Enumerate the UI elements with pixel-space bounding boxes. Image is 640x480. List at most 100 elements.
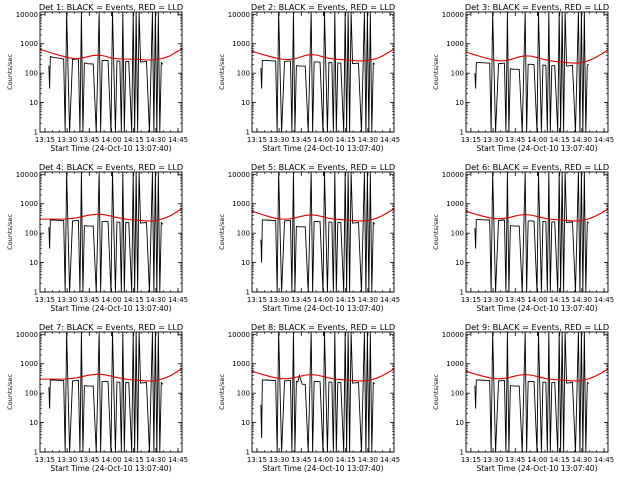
y-tick-label: 10 [29, 99, 38, 107]
y-tick-label: 10000 [228, 11, 250, 19]
x-axis-label: Start Time (24-Oct-10 13:07:40) [50, 304, 171, 313]
lld-series-line [252, 368, 394, 382]
plot-frame [465, 11, 609, 133]
x-tick-label: 13:45 [79, 456, 99, 464]
x-tick-label: 14:15 [336, 456, 356, 464]
x-tick-label: 13:45 [79, 136, 99, 144]
y-tick-label: 10 [241, 99, 250, 107]
x-tick-label: 13:30 [483, 456, 503, 464]
x-tick-label: 13:15 [461, 456, 481, 464]
x-tick-label: 14:15 [336, 296, 356, 304]
x-tick-label: 14:15 [336, 136, 356, 144]
y-tick-label: 1000 [20, 40, 38, 48]
x-tick-label: 13:45 [505, 296, 525, 304]
x-axis-label: Start Time (24-Oct-10 13:07:40) [50, 144, 171, 153]
y-tick-label: 1 [460, 129, 464, 137]
y-axis-label: Counts/sec [6, 374, 14, 410]
lld-series-line [466, 49, 608, 64]
x-tick-label: 14:45 [594, 136, 614, 144]
y-tick-label: 10000 [442, 171, 464, 179]
events-series-line [260, 172, 376, 292]
lld-series-line [252, 208, 394, 222]
x-tick-label: 14:15 [550, 296, 570, 304]
y-tick-label: 1000 [232, 200, 250, 208]
y-tick-label: 1000 [446, 40, 464, 48]
y-tick-label: 10 [455, 99, 464, 107]
panel-det-2: Det 2: BLACK = Events, RED = LLD 1 10 100 10… [218, 2, 400, 153]
lld-series-line [252, 48, 394, 62]
lld-series-line [40, 207, 182, 222]
y-tick-label: 1 [34, 449, 38, 457]
y-tick-label: 10 [455, 419, 464, 427]
x-tick-label: 14:30 [358, 136, 378, 144]
y-tick-label: 100 [451, 70, 464, 78]
y-tick-label: 100 [25, 390, 38, 398]
x-tick-label: 13:30 [57, 456, 77, 464]
panel-title: Det 4: BLACK = Events, RED = LLD [39, 162, 183, 172]
x-tick-label: 13:15 [247, 296, 267, 304]
x-tick-label: 14:45 [168, 456, 188, 464]
panel-det-5: Det 5: BLACK = Events, RED = LLD 1 10 100 10… [218, 162, 400, 313]
x-tick-label: 14:00 [313, 296, 333, 304]
plot-frame [251, 11, 395, 133]
x-tick-label: 13:15 [35, 456, 55, 464]
panel-title: Det 1: BLACK = Events, RED = LLD [39, 2, 183, 12]
x-tick-label: 13:15 [247, 456, 267, 464]
x-tick-label: 13:30 [483, 136, 503, 144]
events-series-line [474, 332, 590, 452]
lld-series-line [40, 367, 182, 382]
panel-title: Det 2: BLACK = Events, RED = LLD [251, 2, 395, 12]
x-tick-label: 14:30 [572, 136, 592, 144]
y-tick-label: 10 [241, 419, 250, 427]
x-tick-label: 13:45 [505, 456, 525, 464]
y-tick-label: 10000 [442, 331, 464, 339]
y-axis-label: Counts/sec [432, 374, 440, 410]
x-axis-label: Start Time (24-Oct-10 13:07:40) [262, 464, 383, 473]
y-axis-label: Counts/sec [218, 214, 226, 250]
y-axis-label: Counts/sec [218, 54, 226, 90]
y-axis-label: Counts/sec [6, 54, 14, 90]
x-tick-label: 13:45 [291, 136, 311, 144]
x-tick-label: 14:45 [380, 456, 400, 464]
x-tick-label: 13:45 [291, 296, 311, 304]
panel-det-1: Det 1: BLACK = Events, RED = LLD 1 10 100 10… [6, 2, 188, 153]
y-tick-label: 10000 [16, 331, 38, 339]
x-tick-label: 14:30 [146, 296, 166, 304]
x-tick-label: 13:30 [269, 136, 289, 144]
plot-frame [39, 171, 183, 293]
x-tick-label: 14:00 [101, 136, 121, 144]
y-tick-label: 10000 [228, 331, 250, 339]
y-tick-label: 1 [34, 289, 38, 297]
x-tick-label: 14:15 [124, 456, 144, 464]
panel-det-6: Det 6: BLACK = Events, RED = LLD 1 10 100 10… [432, 162, 614, 313]
x-tick-label: 14:30 [358, 456, 378, 464]
lld-series-line [466, 208, 608, 222]
x-tick-label: 14:00 [313, 136, 333, 144]
y-tick-label: 10 [29, 419, 38, 427]
plot-frame [465, 171, 609, 293]
x-tick-label: 14:00 [101, 296, 121, 304]
y-tick-label: 100 [237, 230, 250, 238]
x-tick-label: 14:00 [527, 136, 547, 144]
plot-frame [39, 331, 183, 453]
panel-det-7: Det 7: BLACK = Events, RED = LLD 1 10 100 10… [6, 322, 188, 473]
y-tick-label: 100 [25, 70, 38, 78]
panel-title: Det 3: BLACK = Events, RED = LLD [465, 2, 609, 12]
y-tick-label: 10 [455, 259, 464, 267]
y-tick-label: 1000 [446, 360, 464, 368]
y-axis-label: Counts/sec [6, 214, 14, 250]
x-tick-label: 14:15 [124, 296, 144, 304]
events-series-line [48, 172, 164, 292]
y-tick-label: 10000 [228, 171, 250, 179]
x-axis-label: Start Time (24-Oct-10 13:07:40) [262, 144, 383, 153]
y-tick-label: 1000 [20, 360, 38, 368]
y-axis-label: Counts/sec [432, 214, 440, 250]
lld-series-line [40, 48, 182, 61]
y-tick-label: 1000 [20, 200, 38, 208]
x-tick-label: 14:30 [146, 456, 166, 464]
panel-det-4: Det 4: BLACK = Events, RED = LLD 1 10 100 10… [6, 162, 188, 313]
y-tick-label: 10 [241, 259, 250, 267]
x-axis-label: Start Time (24-Oct-10 13:07:40) [476, 304, 597, 313]
x-axis-label: Start Time (24-Oct-10 13:07:40) [476, 144, 597, 153]
